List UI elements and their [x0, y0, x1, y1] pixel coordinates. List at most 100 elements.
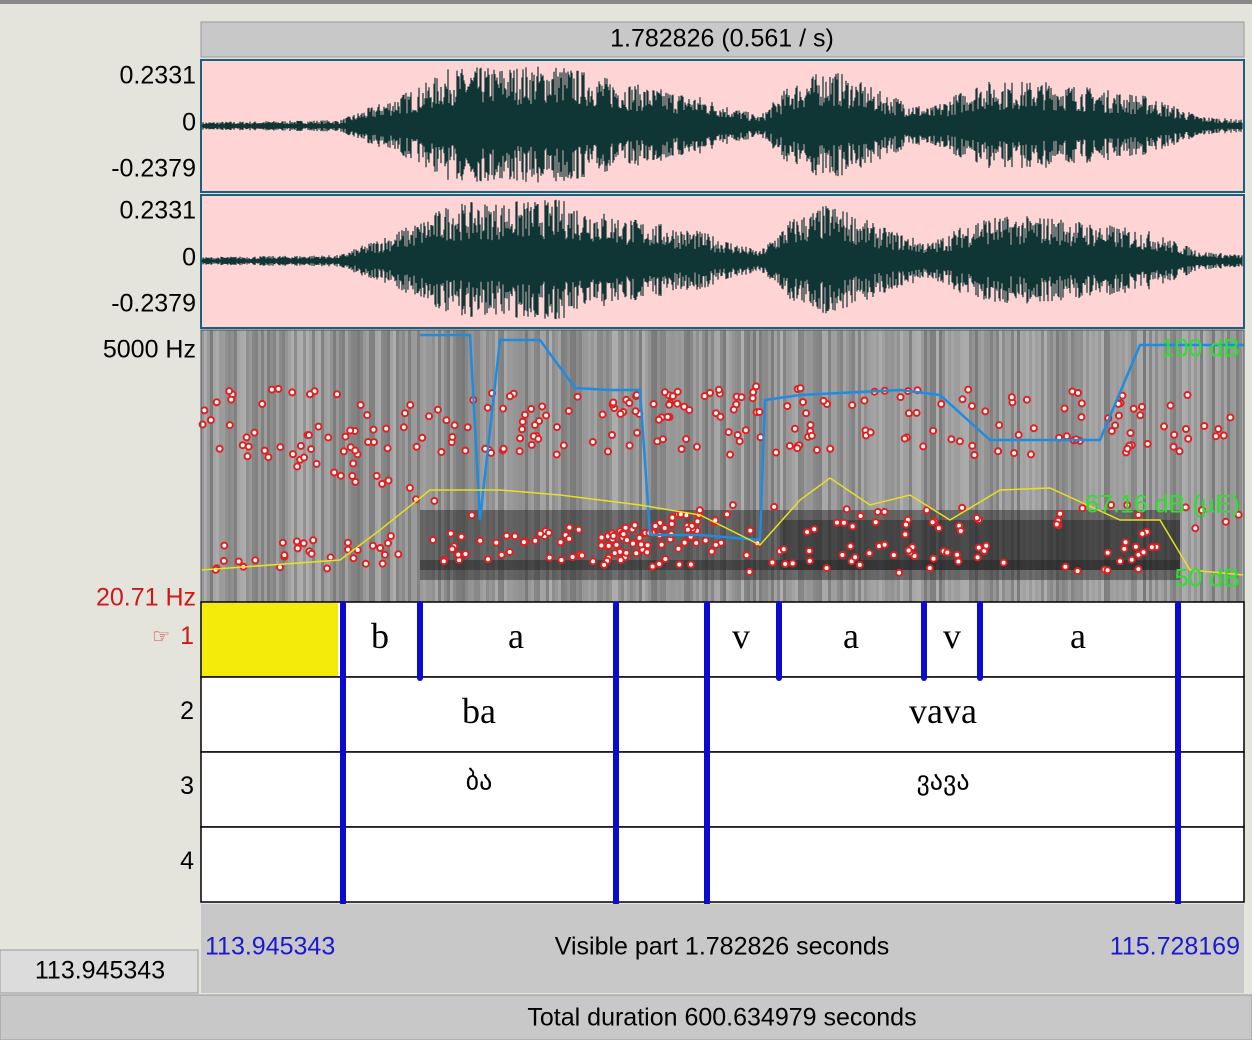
- formant-dot: [679, 446, 685, 452]
- formant-dot: [969, 443, 975, 449]
- amplitude-min: -0.2379: [111, 290, 196, 318]
- interval-label[interactable]: v: [943, 616, 961, 656]
- interval-label[interactable]: vava: [909, 691, 977, 731]
- formant-dot: [850, 523, 856, 529]
- end-time[interactable]: 115.728169: [1110, 933, 1240, 961]
- tier-background[interactable]: [201, 752, 1244, 827]
- formant-dot: [969, 403, 975, 409]
- formant-dot: [309, 551, 315, 557]
- formant-dot: [931, 556, 937, 562]
- formant-dot: [566, 525, 572, 531]
- formant-dot: [579, 553, 585, 559]
- formant-dot: [443, 417, 449, 423]
- formant-dot: [1129, 557, 1135, 563]
- formant-dot: [228, 397, 234, 403]
- formant-dot: [543, 413, 549, 419]
- formant-dot: [1057, 511, 1063, 517]
- formant-dot: [694, 444, 700, 450]
- formant-dot: [1028, 451, 1034, 457]
- spectral-column: [273, 330, 276, 602]
- formant-dot: [401, 424, 407, 430]
- formant-dot: [1161, 423, 1167, 429]
- formant-dot: [920, 443, 926, 449]
- spectral-column: [1212, 330, 1215, 602]
- formant-dot: [294, 538, 300, 544]
- formant-dot: [618, 557, 624, 563]
- interval-label[interactable]: ბა: [466, 766, 493, 795]
- formant-dot: [713, 542, 719, 548]
- formant-dot: [590, 558, 596, 564]
- interval-label[interactable]: v: [732, 616, 750, 656]
- formant-dot: [868, 429, 874, 435]
- formant-dot: [244, 434, 250, 440]
- spectral-column: [1236, 330, 1239, 602]
- formant-dot: [1185, 392, 1191, 398]
- formant-dot: [395, 551, 401, 557]
- formant-dot: [814, 447, 820, 453]
- spectral-column: [1200, 330, 1203, 602]
- interval-label[interactable]: ba: [462, 691, 496, 731]
- formant-dot: [1223, 519, 1229, 525]
- formant-dot: [504, 533, 510, 539]
- formant-dot: [1168, 403, 1174, 409]
- formant-dot: [654, 438, 660, 444]
- spectral-column: [1239, 330, 1242, 602]
- formant-dot: [662, 556, 668, 562]
- formant-dot: [281, 552, 287, 558]
- formant-dot: [500, 406, 506, 412]
- formant-dot: [685, 527, 691, 533]
- start-time[interactable]: 113.945343: [205, 933, 335, 961]
- spectral-column: [1224, 330, 1227, 602]
- formant-dot: [798, 385, 804, 391]
- formant-dot: [1079, 400, 1085, 406]
- formant-dot: [975, 554, 981, 560]
- formant-dot: [612, 550, 618, 556]
- formant-dot: [688, 562, 694, 568]
- formant-dot: [794, 445, 800, 451]
- formant-dot: [666, 402, 672, 408]
- formant-dot: [532, 538, 538, 544]
- formant-dot: [936, 525, 942, 531]
- formant-dot: [914, 410, 920, 416]
- interval-label[interactable]: b: [371, 616, 389, 656]
- interval-label[interactable]: ვავა: [916, 766, 969, 796]
- formant-dot: [294, 464, 300, 470]
- spectral-column: [408, 330, 411, 602]
- formant-dot: [804, 529, 810, 535]
- formant-dot: [709, 549, 715, 555]
- spectral-column: [210, 330, 213, 602]
- formant-dot: [782, 561, 788, 567]
- spectral-column: [282, 330, 285, 602]
- formant-dot: [1064, 433, 1070, 439]
- formant-dot: [512, 533, 518, 539]
- formant-dot: [488, 450, 494, 456]
- formant-dot: [1227, 415, 1233, 421]
- formant-dot: [532, 422, 538, 428]
- tier-background[interactable]: [201, 602, 1244, 677]
- spectral-column: [414, 330, 417, 602]
- formant-dot: [328, 554, 334, 560]
- interval-label[interactable]: a: [843, 616, 859, 656]
- formant-dot: [1183, 426, 1189, 432]
- formant-dot: [455, 552, 461, 558]
- formant-dot: [1124, 446, 1130, 452]
- tier-background[interactable]: [201, 677, 1244, 752]
- formant-dot: [316, 424, 322, 430]
- formant-dot: [898, 394, 904, 400]
- formant-dot: [1192, 525, 1198, 531]
- spectral-column: [231, 330, 234, 602]
- formant-dot: [882, 542, 888, 548]
- formant-dot: [665, 414, 671, 420]
- formant-dot: [669, 521, 675, 527]
- formant-dot: [626, 400, 632, 406]
- formant-dot: [634, 392, 640, 398]
- formant-dot: [402, 410, 408, 416]
- formant-dot: [656, 417, 662, 423]
- interval-label[interactable]: a: [508, 616, 524, 656]
- formant-dot: [221, 558, 227, 564]
- visible-part[interactable]: Visible part 1.782826 seconds: [555, 933, 890, 961]
- formant-dot: [737, 438, 743, 444]
- formant-dot: [1054, 521, 1060, 527]
- tier-background[interactable]: [201, 827, 1244, 902]
- interval-label[interactable]: a: [1070, 616, 1086, 656]
